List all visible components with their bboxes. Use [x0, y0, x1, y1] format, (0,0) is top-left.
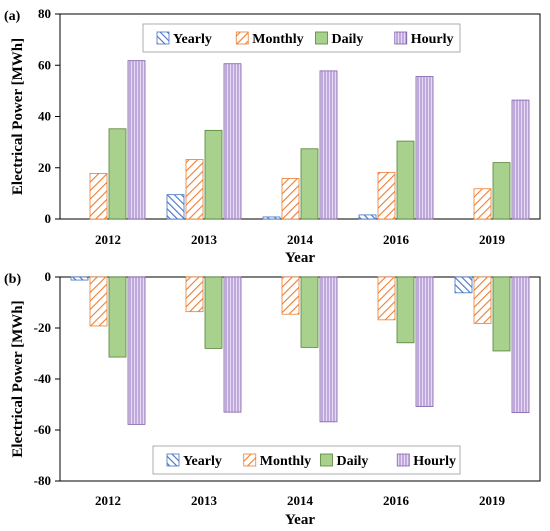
panel-b-bar-yearly-2019 — [454, 276, 473, 294]
panel-a-legend-swatch-daily — [315, 31, 328, 45]
panel-b-bar-daily-2013 — [204, 276, 223, 349]
panel-a-category-label: 2014 — [287, 232, 314, 247]
panel-b-ytick-label: -60 — [34, 422, 51, 437]
panel-b-bar-hourly-2016 — [415, 276, 434, 407]
panel-a-legend-label-daily: Daily — [332, 32, 364, 47]
panel-a-bar-monthly-2016 — [377, 171, 396, 220]
panel-a-bar-hourly-2016 — [415, 76, 434, 220]
panel-a-legend-label-monthly: Monthly — [252, 32, 303, 47]
panel-b-legend-swatch-yearly — [166, 453, 180, 467]
panel-a-bar-yearly-2016 — [358, 214, 377, 220]
panel-b-category-label: 2014 — [287, 493, 314, 508]
panel-b-legend-label-daily: Daily — [337, 454, 369, 469]
panel-a-category-label: 2016 — [383, 232, 410, 247]
panel-a-label: (a) — [4, 9, 21, 24]
panel-b-legend-swatch-daily — [320, 453, 333, 467]
panel-b-ytick-label: -40 — [34, 371, 51, 386]
panel-b-bar-monthly-2013 — [185, 276, 204, 313]
panel-b-bar-hourly-2012 — [127, 276, 146, 425]
panel-a-legend-box — [142, 23, 461, 53]
panel-a-x-axis-title: Year — [285, 250, 315, 266]
panel-a-legend-swatch-yearly — [156, 31, 170, 45]
panel-b-legend-label-monthly: Monthly — [260, 454, 311, 469]
panel-b-ytick-label: 0 — [45, 269, 52, 284]
panel-a-bar-hourly-2012 — [127, 60, 146, 220]
panel-b-x-axis-title: Year — [285, 512, 315, 528]
panel-a-bar-daily-2012 — [108, 128, 127, 220]
panel-a-bar-daily-2019 — [492, 162, 511, 220]
panel-a-ytick-label: 40 — [38, 109, 51, 124]
panel-a-ytick-label: 60 — [38, 57, 51, 72]
panel-a-bar-yearly-2013 — [166, 194, 185, 220]
panel-b-category-label: 2012 — [95, 493, 121, 508]
panel-b-bar-hourly-2019 — [511, 276, 530, 414]
panel-b-bar-daily-2016 — [396, 276, 415, 344]
panel-b-bar-daily-2014 — [300, 276, 319, 348]
panel-a-bar-monthly-2019 — [473, 188, 492, 220]
panel-a-bar-hourly-2019 — [511, 99, 530, 220]
panel-a-bar-monthly-2012 — [89, 172, 108, 220]
panel-b-y-axis-title: Electrical Power [MWh] — [10, 300, 26, 457]
panel-a-ytick-label: 0 — [45, 211, 52, 226]
panel-a-category-label: 2013 — [191, 232, 218, 247]
panel-a-ytick-label: 80 — [38, 6, 51, 21]
panel-b-category-label: 2013 — [191, 493, 218, 508]
panel-b-bar-hourly-2014 — [319, 276, 338, 423]
panel-a-bar-monthly-2014 — [281, 178, 300, 220]
panel-a-bar-daily-2013 — [204, 129, 223, 220]
panel-a-bar-daily-2014 — [300, 148, 319, 220]
panel-a-legend-swatch-hourly — [394, 31, 408, 45]
panel-b-bar-daily-2012 — [108, 276, 127, 358]
panel-a-bar-daily-2016 — [396, 140, 415, 220]
panel-b-bar-monthly-2012 — [89, 276, 108, 327]
panel-b-legend-label-yearly: Yearly — [183, 454, 222, 469]
panel-b-bar-daily-2019 — [492, 276, 511, 352]
panel-a-bar-yearly-2014 — [262, 216, 281, 220]
panel-b-category-label: 2019 — [479, 493, 506, 508]
panel-b-label: (b) — [4, 272, 21, 287]
panel-a-bar-hourly-2013 — [223, 63, 242, 220]
panel-a-legend-swatch-monthly — [235, 31, 249, 45]
panel-b-bar-monthly-2014 — [281, 276, 300, 315]
panel-b-legend-swatch-monthly — [243, 453, 257, 467]
panel-b-legend-swatch-hourly — [396, 453, 410, 467]
panel-a-legend-label-yearly: Yearly — [173, 32, 212, 47]
panel-a-bar-monthly-2013 — [185, 159, 204, 220]
panel-a-legend-label-hourly: Hourly — [411, 32, 454, 47]
panel-a-category-label: 2019 — [479, 232, 506, 247]
panel-b-bar-monthly-2019 — [473, 276, 492, 324]
panel-a-bar-hourly-2014 — [319, 70, 338, 220]
panel-b-bar-monthly-2016 — [377, 276, 396, 321]
panel-b-legend-label-hourly: Hourly — [413, 454, 456, 469]
panel-b-ytick-label: -80 — [34, 473, 51, 488]
panel-b-ytick-label: -20 — [34, 320, 51, 335]
panel-b-bar-yearly-2012 — [70, 276, 89, 281]
panel-a-ytick-label: 20 — [38, 160, 51, 175]
panel-b-category-label: 2016 — [383, 493, 410, 508]
panel-a-y-axis-title: Electrical Power [MWh] — [10, 38, 26, 195]
panel-a-category-label: 2012 — [95, 232, 121, 247]
panel-b-bar-hourly-2013 — [223, 276, 242, 413]
